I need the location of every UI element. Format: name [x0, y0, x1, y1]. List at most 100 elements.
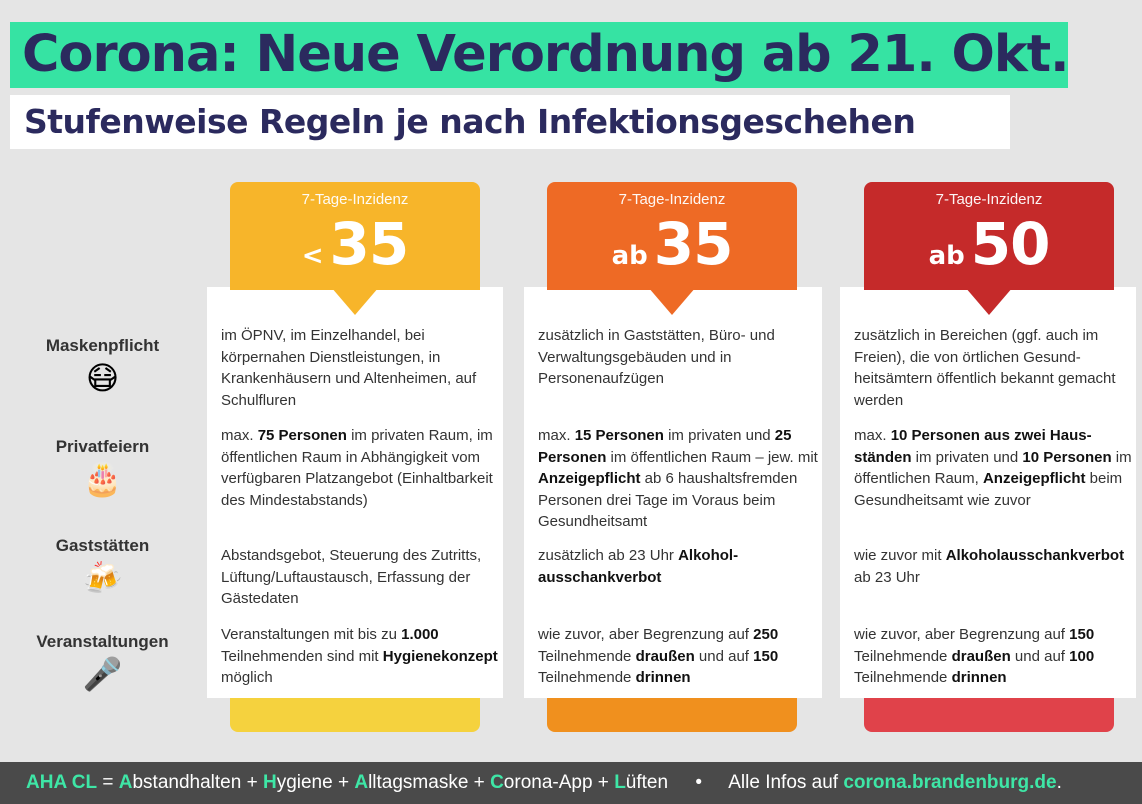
incidence-header: 7-Tage-Inzidenz ab 35: [547, 182, 797, 290]
page-title: Corona: Neue Verordnung ab 21. Okt.: [10, 22, 1070, 88]
rule-text-bold: 1.000: [401, 626, 439, 643]
birthday-cake-icon: 🎂: [82, 460, 123, 498]
footer-plus: +: [592, 772, 615, 793]
rule-text-segment: beim Gesundheits­amt wie zuvor: [854, 470, 1123, 509]
rule-text-segment: zusätzlich ab 23 Uhr: [538, 547, 679, 564]
footer-plus: +: [241, 772, 263, 793]
column-body: [207, 287, 503, 698]
rule-text-veranstaltungen: Veranstaltungen mit bis zu 1.000 Teilneh…: [221, 624, 506, 689]
rule-text-segment: im ÖPNV, im Einzelhandel, bei körpernahe…: [221, 327, 477, 409]
rule-text-segment: max.: [854, 427, 891, 444]
rule-text-segment: im öffentlichen Raum – jew. mit: [606, 448, 818, 466]
footer-terms: Abstandhalten + Hygiene + Alltagsmaske +…: [119, 772, 668, 793]
rule-text-segment: Teilnehmende: [538, 647, 636, 665]
footer-term-rest: orona-App: [503, 772, 593, 793]
footer-dot: .: [1056, 772, 1062, 793]
rule-text-segment: zusätzlich in Bereichen (ggf. auch im Fr…: [854, 327, 1116, 409]
footer-bullet: •: [695, 772, 702, 793]
rule-text-privatfeiern: max. 10 Personen aus zwei Haus­ständen i…: [854, 425, 1139, 511]
header-arrow: [331, 287, 379, 315]
incidence-header: 7-Tage-Inzidenz <35: [230, 182, 480, 290]
rule-text-bold: 75 Personen: [257, 427, 347, 444]
rule-text-segment: ab 6 haus­haltsfremden Personen drei Tag…: [538, 470, 798, 531]
row-label-privatfeiern: Privatfeiern: [55, 437, 150, 456]
footer-term-initial: A: [354, 772, 369, 793]
rule-text-segment: möglich: [221, 669, 273, 687]
footer-term-rest: bstandhalten: [132, 772, 242, 793]
header-arrow: [648, 287, 696, 315]
incidence-label: 7-Tage-Inzidenz: [618, 191, 726, 208]
rule-text-bold: 100: [1069, 647, 1095, 665]
incidence-number: 35: [653, 210, 734, 278]
rule-text-gaststätten: zusätzlich ab 23 Uhr Alkohol­ausschankve…: [538, 545, 823, 588]
rule-text-bold: 25 Personen: [538, 427, 792, 466]
rule-text-segment: im privaten und: [911, 448, 1023, 466]
rule-text-segment: Teilnehmende: [854, 669, 952, 687]
rule-text-bold: Hygiene­konzept: [382, 647, 498, 665]
rule-text-bold: draußen: [635, 647, 695, 665]
rule-text-segment: zusätzlich in Gaststätten, Büro- und Ver…: [538, 327, 775, 388]
footer-term-rest: lltagsmaske: [368, 772, 469, 793]
mask-face-icon: 😷: [85, 359, 120, 397]
column-body: [840, 287, 1136, 698]
rule-text-segment: ab 23 Uhr: [854, 568, 920, 586]
rule-text-bold: 250: [753, 626, 779, 643]
footer-info: Alle Infos auf: [728, 772, 844, 793]
rule-text-maskenpflicht: im ÖPNV, im Einzelhandel, bei körpernahe…: [221, 325, 506, 411]
rule-text-bold: Anzeigepflicht: [982, 470, 1086, 488]
rule-text-segment: Teilnehmenden sind mit: [221, 647, 383, 665]
footer-bar: AHA CL = Abstandhalten + Hygiene + Allta…: [0, 762, 1142, 804]
footer-term-rest: üften: [625, 772, 669, 793]
page-subtitle: Stufenweise Regeln je nach Infektionsges…: [10, 95, 1010, 149]
rule-text-bold: 10 Personen aus zwei Haus­ständen: [854, 427, 1092, 466]
incidence-prefix: ab: [611, 241, 648, 271]
rule-text-gaststätten: Abstandsgebot, Steuerung des Zutritts, L…: [221, 545, 506, 610]
rule-text-segment: Teilnehmende: [854, 647, 952, 665]
rule-text-segment: und auf: [1010, 647, 1070, 665]
rule-text-segment: im privaten Raum, im öffentlichen Raum i…: [221, 427, 493, 509]
footer-link[interactable]: corona.brandenburg.de: [843, 772, 1057, 793]
rule-text-segment: max.: [221, 427, 258, 444]
incidence-label: 7-Tage-Inzidenz: [301, 191, 409, 208]
footer-term-initial: L: [614, 772, 626, 793]
rule-text-segment: Abstandsgebot, Steuerung des Zutritts, L…: [221, 547, 482, 608]
header-arrow: [965, 287, 1013, 315]
rule-text-gaststätten: wie zuvor mit Alkoholausschank­verbot ab…: [854, 545, 1139, 588]
rule-text-bold: Anzeigepflicht: [538, 470, 641, 488]
rule-text-privatfeiern: max. 15 Personen im privaten und 25 Pers…: [538, 425, 823, 533]
rule-text-segment: max.: [538, 427, 575, 444]
rule-text-veranstaltungen: wie zuvor, aber Begrenzung auf 250 Teiln…: [538, 624, 823, 689]
rule-text-segment: wie zuvor, aber Begrenzung auf: [538, 626, 754, 643]
rule-text-bold: 150: [1069, 626, 1095, 643]
microphone-icon: 🎤: [82, 655, 123, 693]
rule-text-bold: Alkohol­ausschankverbot: [538, 547, 739, 586]
rule-text-bold: drinnen: [951, 669, 1007, 687]
rule-text-bold: draußen: [951, 647, 1011, 665]
footer-plus: +: [468, 772, 491, 793]
row-label-veranstaltungen: Veranstaltungen: [36, 632, 169, 651]
incidence-number: 35: [329, 210, 410, 278]
rule-text-segment: im öffentlichen Raum,: [854, 448, 1132, 488]
incidence-prefix: ab: [928, 241, 965, 271]
footer-term-rest: ygiene: [276, 772, 333, 793]
incidence-value: ab 35: [547, 210, 797, 278]
rule-text-segment: und auf: [694, 647, 754, 665]
footer-term-initial: H: [262, 772, 277, 793]
incidence-value: <35: [230, 210, 480, 278]
rule-text-privatfeiern: max. 75 Personen im privaten Raum, im öf…: [221, 425, 506, 511]
rule-text-veranstaltungen: wie zuvor, aber Begrenzung auf 150 Teiln…: [854, 624, 1139, 689]
rule-text-maskenpflicht: zusätzlich in Bereichen (ggf. auch im Fr…: [854, 325, 1139, 411]
rule-text-segment: im privaten und: [663, 427, 775, 444]
incidence-prefix: <: [301, 241, 324, 271]
rule-text-segment: Veranstaltungen mit bis zu: [221, 626, 402, 643]
incidence-label: 7-Tage-Inzidenz: [935, 191, 1043, 208]
rule-text-bold: 150: [753, 647, 779, 665]
footer-term-initial: C: [490, 772, 504, 793]
row-label-maskenpflicht: Maskenpflicht: [45, 336, 160, 355]
incidence-header: 7-Tage-Inzidenz ab 50: [864, 182, 1114, 290]
footer-aha: AHA CL: [26, 772, 98, 793]
rule-text-bold: 10 Per­sonen: [1022, 448, 1112, 466]
rule-text-bold: drinnen: [635, 669, 691, 687]
footer-term-initial: A: [118, 772, 133, 793]
beer-mugs-icon: 🍻: [82, 559, 123, 597]
